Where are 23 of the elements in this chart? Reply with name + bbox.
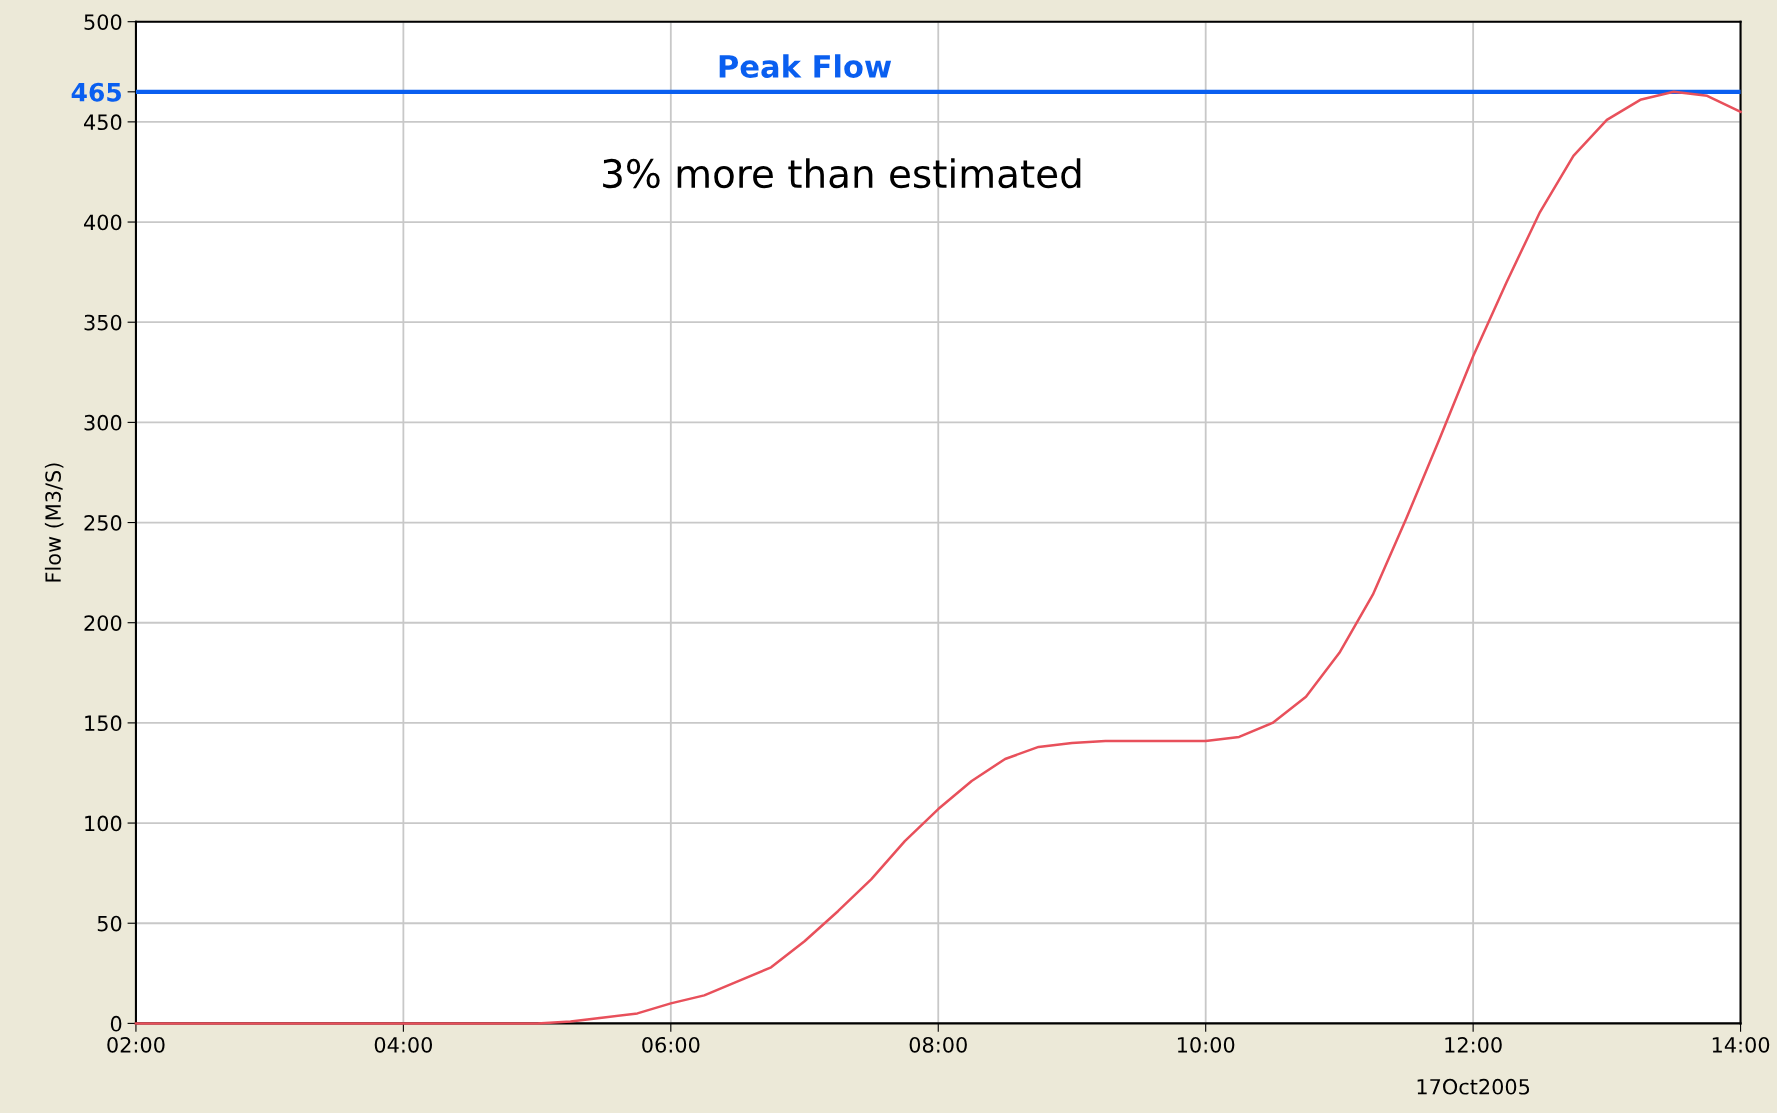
- y-axis-title: Flow (M3/S): [44, 463, 64, 582]
- x-tick-label: 10:00: [1177, 1036, 1235, 1053]
- y-tick-label: 200: [84, 615, 122, 631]
- x-tick-label: 04:00: [374, 1036, 433, 1053]
- y-tick-label: 150: [85, 715, 122, 732]
- x-tick-label: 14:00: [1712, 1036, 1770, 1053]
- y-tick-label: 250: [84, 515, 122, 531]
- y-tick-label: 450: [84, 114, 122, 131]
- y-tick-label: 100: [85, 815, 122, 832]
- y-tick-label: 0: [110, 1015, 122, 1032]
- x-tick-label: 06:00: [642, 1036, 700, 1053]
- y-tick-label: 465: [71, 82, 121, 102]
- x-axis-title: 17Oct2005: [1417, 1078, 1530, 1095]
- ref-line-label: Peak Flow: [719, 54, 892, 78]
- x-tick-label: 02:00: [107, 1036, 165, 1053]
- y-tick-label: 300: [84, 414, 122, 431]
- y-tick-label: 500: [84, 14, 122, 30]
- x-tick-label: 12:00: [1445, 1036, 1502, 1053]
- x-tick-label: 08:00: [909, 1036, 967, 1053]
- y-tick-label: 400: [84, 214, 122, 231]
- y-tick-label: 350: [84, 314, 122, 331]
- annotation: 3% more than estimated: [603, 158, 1081, 189]
- y-tick-label: 50: [97, 915, 122, 932]
